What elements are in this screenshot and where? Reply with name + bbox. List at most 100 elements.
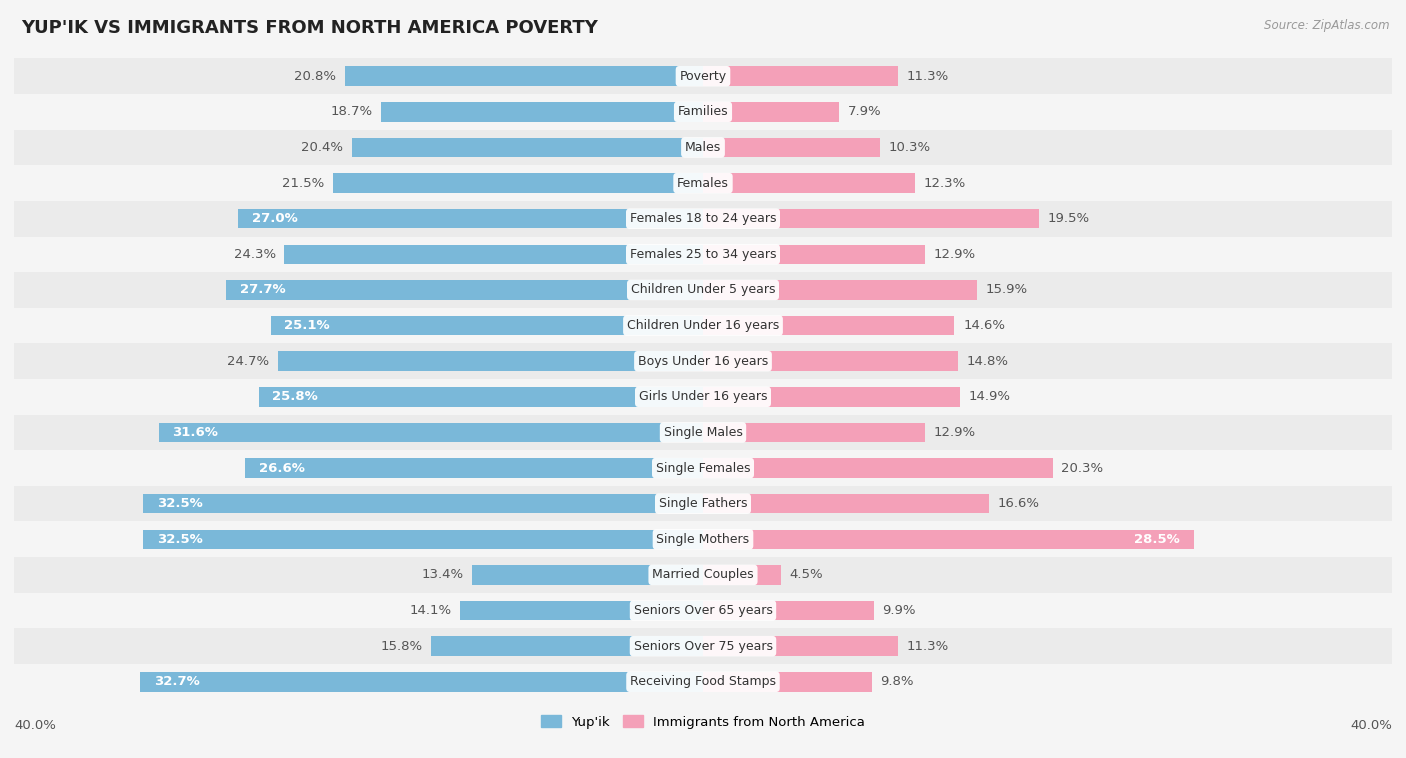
- Bar: [703, 459, 1053, 478]
- Text: 21.5%: 21.5%: [281, 177, 323, 190]
- Text: 12.9%: 12.9%: [934, 426, 976, 439]
- Text: Single Females: Single Females: [655, 462, 751, 475]
- Text: Females 18 to 24 years: Females 18 to 24 years: [630, 212, 776, 225]
- Text: 24.7%: 24.7%: [226, 355, 269, 368]
- Bar: [284, 245, 703, 264]
- Text: 11.3%: 11.3%: [907, 640, 949, 653]
- Bar: [14, 379, 1392, 415]
- Bar: [703, 565, 780, 584]
- Bar: [703, 245, 925, 264]
- Text: 10.3%: 10.3%: [889, 141, 931, 154]
- Text: 28.5%: 28.5%: [1135, 533, 1180, 546]
- Bar: [14, 522, 1392, 557]
- Text: Males: Males: [685, 141, 721, 154]
- Text: 25.8%: 25.8%: [273, 390, 318, 403]
- Bar: [238, 209, 703, 228]
- Bar: [703, 138, 880, 157]
- Text: 40.0%: 40.0%: [1350, 719, 1392, 732]
- Bar: [344, 67, 703, 86]
- Text: Families: Families: [678, 105, 728, 118]
- Text: 40.0%: 40.0%: [14, 719, 56, 732]
- Bar: [703, 352, 957, 371]
- Text: 20.3%: 20.3%: [1062, 462, 1104, 475]
- Text: Source: ZipAtlas.com: Source: ZipAtlas.com: [1264, 19, 1389, 32]
- Bar: [14, 486, 1392, 522]
- Bar: [14, 236, 1392, 272]
- Bar: [381, 102, 703, 121]
- Bar: [14, 628, 1392, 664]
- Bar: [271, 316, 703, 335]
- Bar: [14, 343, 1392, 379]
- Text: Married Couples: Married Couples: [652, 568, 754, 581]
- Bar: [703, 423, 925, 442]
- Bar: [703, 316, 955, 335]
- Text: 12.3%: 12.3%: [924, 177, 966, 190]
- Bar: [703, 280, 977, 299]
- Text: 14.6%: 14.6%: [963, 319, 1005, 332]
- Text: 11.3%: 11.3%: [907, 70, 949, 83]
- Bar: [226, 280, 703, 299]
- Bar: [703, 102, 839, 121]
- Text: 14.1%: 14.1%: [409, 604, 451, 617]
- Bar: [430, 637, 703, 656]
- Text: Children Under 16 years: Children Under 16 years: [627, 319, 779, 332]
- Text: 9.9%: 9.9%: [882, 604, 915, 617]
- Text: Single Males: Single Males: [664, 426, 742, 439]
- Bar: [472, 565, 703, 584]
- Bar: [703, 387, 960, 406]
- Legend: Yup'ik, Immigrants from North America: Yup'ik, Immigrants from North America: [536, 710, 870, 735]
- Bar: [14, 450, 1392, 486]
- Text: 15.8%: 15.8%: [380, 640, 422, 653]
- Text: 20.8%: 20.8%: [294, 70, 336, 83]
- Bar: [143, 494, 703, 513]
- Text: Seniors Over 75 years: Seniors Over 75 years: [634, 640, 772, 653]
- Text: 32.7%: 32.7%: [153, 675, 200, 688]
- Bar: [703, 209, 1039, 228]
- Text: 18.7%: 18.7%: [330, 105, 373, 118]
- Bar: [703, 494, 988, 513]
- Bar: [14, 272, 1392, 308]
- Bar: [703, 672, 872, 691]
- Bar: [143, 530, 703, 549]
- Text: 15.9%: 15.9%: [986, 283, 1028, 296]
- Bar: [333, 174, 703, 193]
- Text: Females: Females: [678, 177, 728, 190]
- Text: 14.8%: 14.8%: [966, 355, 1008, 368]
- Text: 14.9%: 14.9%: [969, 390, 1011, 403]
- Text: 7.9%: 7.9%: [848, 105, 882, 118]
- Bar: [277, 352, 703, 371]
- Bar: [14, 94, 1392, 130]
- Text: Receiving Food Stamps: Receiving Food Stamps: [630, 675, 776, 688]
- Text: Boys Under 16 years: Boys Under 16 years: [638, 355, 768, 368]
- Text: 13.4%: 13.4%: [422, 568, 464, 581]
- Bar: [352, 138, 703, 157]
- Bar: [460, 601, 703, 620]
- Text: Single Fathers: Single Fathers: [659, 497, 747, 510]
- Bar: [703, 601, 873, 620]
- Bar: [14, 664, 1392, 700]
- Bar: [245, 459, 703, 478]
- Text: 12.9%: 12.9%: [934, 248, 976, 261]
- Text: 31.6%: 31.6%: [173, 426, 218, 439]
- Text: Children Under 5 years: Children Under 5 years: [631, 283, 775, 296]
- Text: Poverty: Poverty: [679, 70, 727, 83]
- Bar: [14, 308, 1392, 343]
- Bar: [703, 530, 1194, 549]
- Bar: [14, 130, 1392, 165]
- Text: 25.1%: 25.1%: [284, 319, 330, 332]
- Bar: [14, 165, 1392, 201]
- Text: 32.5%: 32.5%: [157, 533, 202, 546]
- Text: 27.0%: 27.0%: [252, 212, 298, 225]
- Text: Females 25 to 34 years: Females 25 to 34 years: [630, 248, 776, 261]
- Bar: [703, 637, 897, 656]
- Bar: [14, 415, 1392, 450]
- Bar: [14, 58, 1392, 94]
- Bar: [159, 423, 703, 442]
- Bar: [14, 593, 1392, 628]
- Text: 24.3%: 24.3%: [233, 248, 276, 261]
- Text: Seniors Over 65 years: Seniors Over 65 years: [634, 604, 772, 617]
- Text: 32.5%: 32.5%: [157, 497, 202, 510]
- Text: 27.7%: 27.7%: [239, 283, 285, 296]
- Text: Girls Under 16 years: Girls Under 16 years: [638, 390, 768, 403]
- Bar: [703, 67, 897, 86]
